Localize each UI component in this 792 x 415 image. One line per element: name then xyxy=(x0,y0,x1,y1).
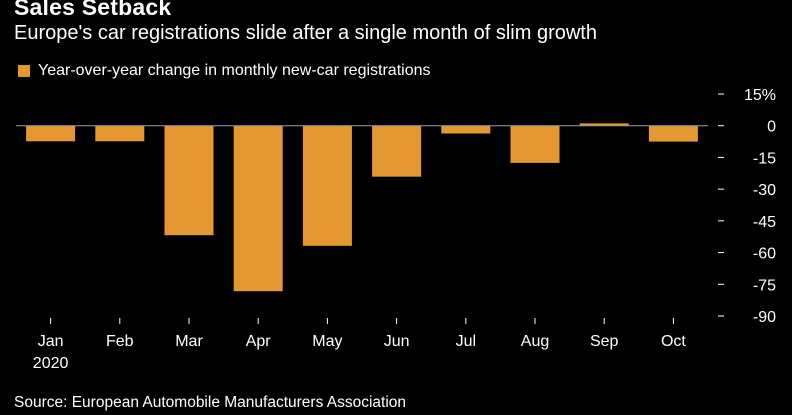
bar-sep xyxy=(579,123,629,126)
x-tick-label-jul: Jul xyxy=(456,333,476,350)
bar-jun xyxy=(372,125,422,177)
y-tick-label: -75 xyxy=(753,277,776,294)
x-tick-label-jun: Jun xyxy=(384,333,410,350)
y-axis: 15% 0 -15 -30 -45 -60 -75 -90 xyxy=(718,87,776,326)
bar-apr xyxy=(233,125,283,292)
bar-jul xyxy=(441,125,491,134)
x-axis: Jan 2020 Feb Mar Apr May Jun Jul Aug Sep Oct xyxy=(33,318,686,372)
bar-may xyxy=(302,125,352,246)
bar-aug xyxy=(510,125,560,163)
x-tick-label-apr: Apr xyxy=(246,333,272,350)
legend-swatch xyxy=(18,65,30,77)
x-tick-label-feb: Feb xyxy=(106,333,134,350)
bars xyxy=(26,123,698,292)
bar-mar xyxy=(164,125,214,236)
x-tick-label-jan: Jan xyxy=(38,333,64,350)
bar-jan xyxy=(26,125,76,142)
y-tick-label: -45 xyxy=(753,214,776,231)
legend: Year-over-year change in monthly new-car… xyxy=(18,62,430,80)
legend-label: Year-over-year change in monthly new-car… xyxy=(38,62,431,79)
y-tick-label: 15% xyxy=(744,87,776,104)
chart-subtitle: Europe's car registrations slide after a… xyxy=(14,22,597,44)
x-tick-label-aug: Aug xyxy=(521,333,549,350)
source-note: Source: European Automobile Manufacturer… xyxy=(14,394,407,411)
y-tick-label: -30 xyxy=(753,182,776,199)
bar-feb xyxy=(95,125,145,142)
y-tick-label: -90 xyxy=(753,309,776,326)
bar-oct xyxy=(648,125,698,142)
chart-title: Sales Setback xyxy=(14,0,172,20)
y-tick-label: -15 xyxy=(753,150,776,167)
x-tick-label-sep: Sep xyxy=(590,333,619,350)
x-tick-sublabel-year: 2020 xyxy=(33,355,69,372)
y-tick-label: 0 xyxy=(767,119,776,136)
x-tick-label-oct: Oct xyxy=(661,333,686,350)
x-tick-label-may: May xyxy=(312,333,342,350)
y-tick-label: -60 xyxy=(753,246,776,263)
x-tick-label-mar: Mar xyxy=(175,333,203,350)
